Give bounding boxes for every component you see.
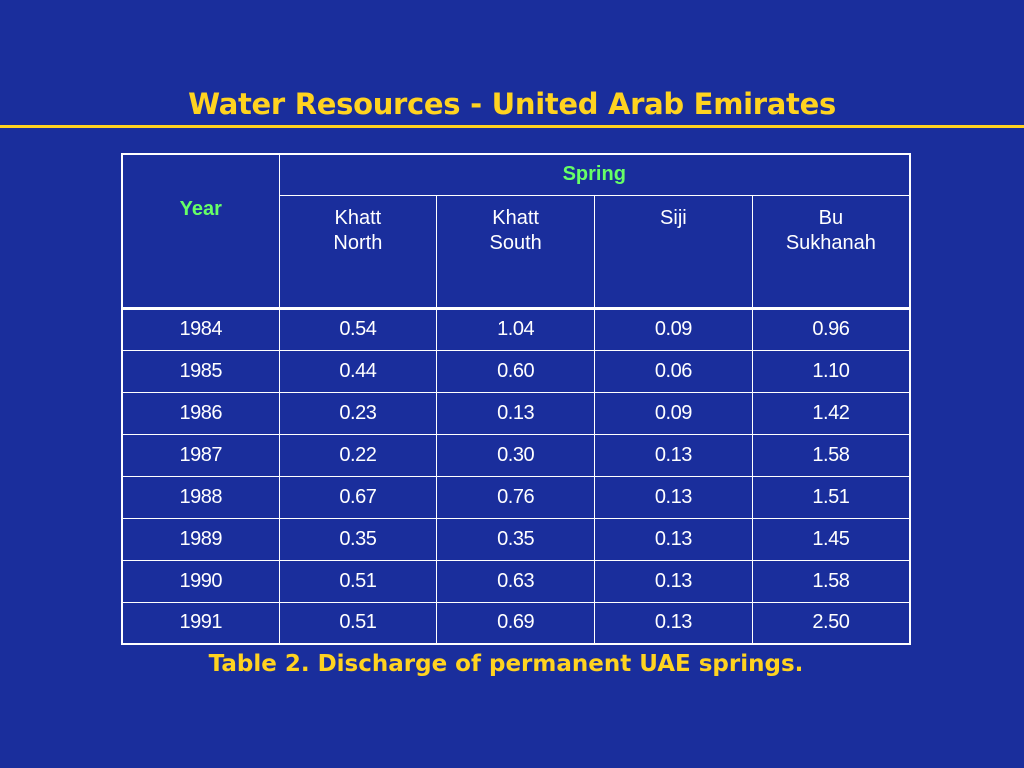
table-row: 1987 0.22 0.30 0.13 1.58: [121, 433, 911, 477]
value-cell: 0.51: [278, 559, 438, 603]
year-cell: 1985: [121, 349, 280, 393]
year-cell: 1986: [121, 391, 280, 435]
column-header-line: Sukhanah: [785, 231, 876, 254]
value-cell: 1.58: [751, 433, 911, 477]
table-row: 1990 0.51 0.63 0.13 1.58: [121, 559, 911, 603]
value-cell: 0.13: [594, 517, 753, 561]
value-cell: 0.13: [594, 601, 753, 645]
value-cell: 1.51: [751, 475, 911, 519]
column-header-bu-sukhanah: Bu Sukhanah: [751, 194, 911, 309]
year-cell: 1987: [121, 433, 280, 477]
value-cell: 0.35: [436, 517, 595, 561]
year-cell: 1990: [121, 559, 280, 603]
year-cell: 1988: [121, 475, 280, 519]
slide-title: Water Resources - United Arab Emirates: [188, 87, 836, 121]
value-cell: 1.45: [751, 517, 911, 561]
year-column-header: Year: [121, 153, 280, 309]
value-cell: 1.58: [751, 559, 911, 603]
value-cell: 0.51: [278, 601, 438, 645]
spring-group-header: Spring: [278, 153, 911, 196]
table-row: 1986 0.23 0.13 0.09 1.42: [121, 391, 911, 435]
value-cell: 0.13: [594, 433, 753, 477]
year-cell: 1984: [121, 306, 280, 351]
value-cell: 0.13: [436, 391, 595, 435]
title-underline: [0, 125, 1024, 128]
value-cell: 1.42: [751, 391, 911, 435]
column-header-line: Khatt: [334, 206, 382, 229]
value-cell: 0.44: [278, 349, 438, 393]
value-cell: 0.69: [436, 601, 595, 645]
column-header-line: Bu: [818, 206, 844, 229]
value-cell: 0.96: [751, 306, 911, 351]
spring-discharge-table: Year Spring Khatt North Khatt South Siji…: [121, 153, 912, 645]
value-cell: 0.22: [278, 433, 438, 477]
table-row: 1989 0.35 0.35 0.13 1.45: [121, 517, 911, 561]
value-cell: 0.23: [278, 391, 438, 435]
table-row: 1988 0.67 0.76 0.13 1.51: [121, 475, 911, 519]
value-cell: 0.09: [594, 306, 753, 351]
year-cell: 1991: [121, 601, 280, 645]
value-cell: 0.06: [594, 349, 753, 393]
value-cell: 0.30: [436, 433, 595, 477]
column-header-line: Khatt: [492, 206, 539, 229]
table-row: 1991 0.51 0.69 0.13 2.50: [121, 601, 911, 645]
column-header-siji: Siji: [594, 194, 753, 309]
value-cell: 0.35: [278, 517, 438, 561]
value-cell: 0.13: [594, 475, 753, 519]
table-row: 1985 0.44 0.60 0.06 1.10: [121, 349, 911, 393]
value-cell: 0.13: [594, 559, 753, 603]
column-header-khatt-south: Khatt South: [436, 194, 595, 309]
value-cell: 2.50: [751, 601, 911, 645]
table-subheader-row: Khatt North Khatt South Siji Bu Sukhanah: [122, 194, 911, 309]
value-cell: 0.09: [594, 391, 753, 435]
column-header-line: Siji: [660, 206, 687, 229]
value-cell: 1.10: [751, 349, 911, 393]
value-cell: 0.67: [278, 475, 438, 519]
year-cell: 1989: [121, 517, 280, 561]
value-cell: 1.04: [436, 306, 595, 351]
column-header-khatt-north: Khatt North: [278, 194, 438, 309]
value-cell: 0.76: [436, 475, 595, 519]
value-cell: 0.63: [436, 559, 595, 603]
column-header-line: South: [489, 231, 542, 254]
column-header-line: North: [333, 231, 383, 254]
value-cell: 0.54: [278, 306, 438, 351]
table-header-row: Year Spring: [121, 153, 911, 309]
table-row: 1984 0.54 1.04 0.09 0.96: [121, 306, 911, 351]
table-caption: Table 2. Discharge of permanent UAE spri…: [208, 651, 804, 677]
value-cell: 0.60: [436, 349, 595, 393]
